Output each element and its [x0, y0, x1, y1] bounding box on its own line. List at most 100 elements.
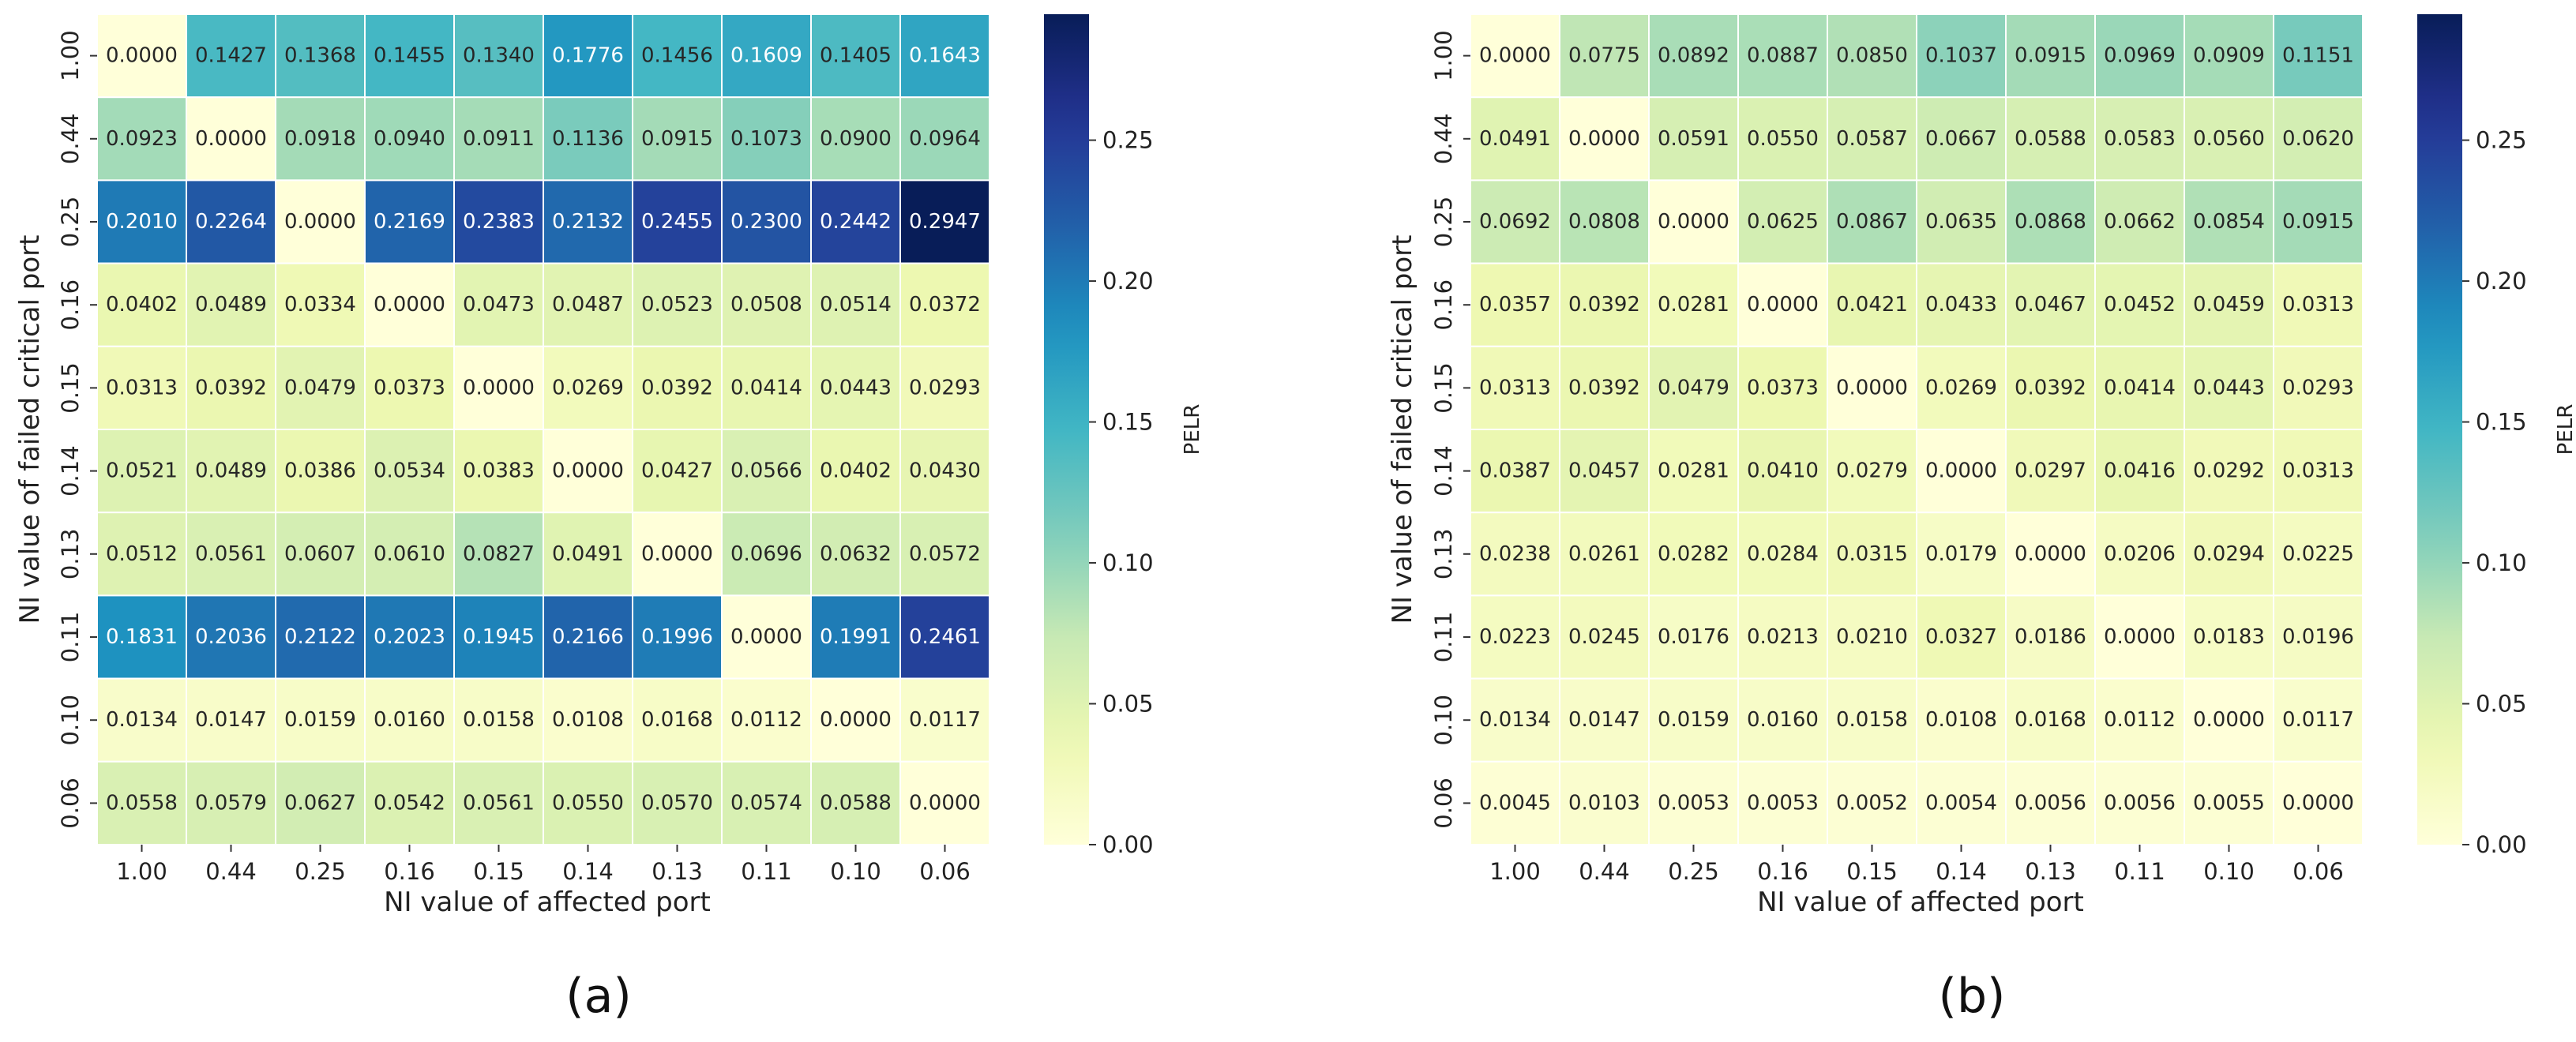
heatmap-cell	[453, 429, 544, 514]
cell-value-label: 0.2947	[909, 210, 981, 234]
colorbar-label: PELR	[2554, 404, 2576, 455]
x-tick-label: 0.44	[205, 858, 257, 885]
x-tick-label: 0.15	[473, 858, 524, 885]
x-tick-label: 0.44	[1579, 858, 1630, 885]
cell-value-label: 0.0000	[1836, 376, 1908, 399]
y-tick-label: 0.15	[57, 362, 84, 414]
heatmap-cell	[2184, 512, 2274, 597]
heatmap-cell	[721, 13, 812, 99]
cell-value-label: 0.0892	[1658, 44, 1729, 68]
heatmap-cell	[2005, 512, 2096, 597]
cell-value-label: 0.0911	[463, 127, 535, 151]
cell-value-label: 0.0915	[2282, 210, 2354, 234]
cell-value-label: 0.0159	[284, 708, 356, 732]
heatmap-cell	[2094, 677, 2185, 763]
cell-value-label: 0.0588	[820, 791, 892, 815]
heatmap-cell	[721, 179, 812, 264]
cell-value-label: 0.1037	[1925, 44, 1997, 68]
cell-value-label: 0.0238	[1479, 542, 1551, 566]
heatmap-cell	[275, 345, 366, 430]
cell-value-label: 0.0108	[1925, 708, 1997, 732]
heatmap-cell	[721, 594, 812, 680]
cell-value-label: 0.0213	[1747, 625, 1819, 649]
cell-value-label: 0.0282	[1658, 542, 1729, 566]
y-tick-label: 0.14	[57, 445, 84, 497]
cell-value-label: 0.0915	[2015, 44, 2086, 68]
heatmap-cell	[1470, 594, 1560, 680]
cell-value-label: 0.2132	[552, 210, 624, 234]
heatmap-cell	[1827, 96, 1917, 182]
cell-value-label: 0.1643	[909, 44, 981, 68]
cell-value-label: 0.0392	[2015, 376, 2086, 399]
cell-value-label: 0.0000	[284, 210, 356, 234]
cell-value-label: 0.2461	[909, 625, 981, 649]
cell-value-label: 0.0052	[1836, 791, 1908, 815]
y-axis-label: NI value of failed critical port	[14, 235, 46, 624]
heatmap-cell	[186, 179, 276, 264]
cell-value-label: 0.0269	[1925, 376, 1997, 399]
cell-value-label: 0.0053	[1747, 791, 1819, 815]
cell-value-label: 0.0416	[2104, 459, 2176, 483]
cell-value-label: 0.0491	[1479, 127, 1551, 151]
cell-value-label: 0.0387	[1479, 459, 1551, 483]
cell-value-label: 0.1368	[284, 44, 356, 68]
cell-value-label: 0.1991	[820, 625, 892, 649]
cell-value-label: 0.0662	[2104, 210, 2176, 234]
heatmap-cell	[543, 512, 633, 597]
cell-value-label: 0.0158	[463, 708, 535, 732]
heatmap-cell	[899, 96, 990, 182]
heatmap-cell	[1648, 345, 1739, 430]
cell-value-label: 0.0627	[284, 791, 356, 815]
cell-value-label: 0.1609	[730, 44, 802, 68]
cell-value-label: 0.0313	[1479, 376, 1551, 399]
cell-value-label: 0.0159	[1658, 708, 1729, 732]
y-tick-label: 0.10	[57, 695, 84, 746]
colorbar-tick-label: 0.20	[1102, 268, 1154, 294]
heatmap-cell	[810, 760, 901, 845]
cell-value-label: 0.0168	[641, 708, 713, 732]
cell-value-label: 0.0261	[1568, 542, 1640, 566]
cell-value-label: 0.0168	[2015, 708, 2086, 732]
cell-value-label: 0.0000	[641, 542, 713, 566]
heatmap-cell	[1559, 179, 1650, 264]
colorbar	[1044, 14, 1089, 845]
heatmap-cell	[1916, 429, 2007, 514]
heatmap-cell	[2094, 96, 2185, 182]
heatmap-cell	[2005, 262, 2096, 347]
cell-value-label: 0.0521	[106, 459, 178, 483]
heatmap-cell	[543, 345, 633, 430]
cell-value-label: 0.0909	[2193, 44, 2265, 68]
cell-value-label: 0.0508	[730, 293, 802, 317]
heatmap-cell	[2273, 677, 2364, 763]
cell-value-label: 0.0414	[2104, 376, 2176, 399]
heatmap-cell	[2005, 96, 2096, 182]
cell-value-label: 0.0900	[820, 127, 892, 151]
cell-value-label: 0.0588	[2015, 127, 2086, 151]
cell-value-label: 0.0561	[195, 542, 267, 566]
cell-value-label: 0.0918	[284, 127, 356, 151]
cell-value-label: 0.0225	[2282, 542, 2354, 566]
cell-value-label: 0.0293	[2282, 376, 2354, 399]
cell-value-label: 0.2442	[820, 210, 892, 234]
colorbar-tick-label: 0.20	[2476, 268, 2527, 294]
x-tick-label: 0.25	[1668, 858, 1719, 885]
heatmap-cell	[453, 345, 544, 430]
heatmap-cell	[2273, 345, 2364, 430]
heatmap-cell	[275, 13, 366, 99]
heatmap-cell	[899, 512, 990, 597]
heatmap-cell	[364, 760, 455, 845]
x-tick-label: 0.14	[1936, 858, 1987, 885]
heatmap-cell	[1559, 96, 1650, 182]
cell-value-label: 0.0430	[909, 459, 981, 483]
cell-value-label: 0.0000	[106, 44, 178, 68]
cell-value-label: 0.0134	[106, 708, 178, 732]
cell-value-label: 0.0632	[820, 542, 892, 566]
heatmap-cell	[1916, 179, 2007, 264]
heatmap-cell	[810, 345, 901, 430]
cell-value-label: 0.0570	[641, 791, 713, 815]
cell-value-label: 0.0000	[2193, 708, 2265, 732]
heatmap-cell	[1737, 13, 1828, 99]
cell-value-label: 0.0056	[2104, 791, 2176, 815]
heatmap-cell	[453, 760, 544, 845]
heatmap-cell	[899, 13, 990, 99]
